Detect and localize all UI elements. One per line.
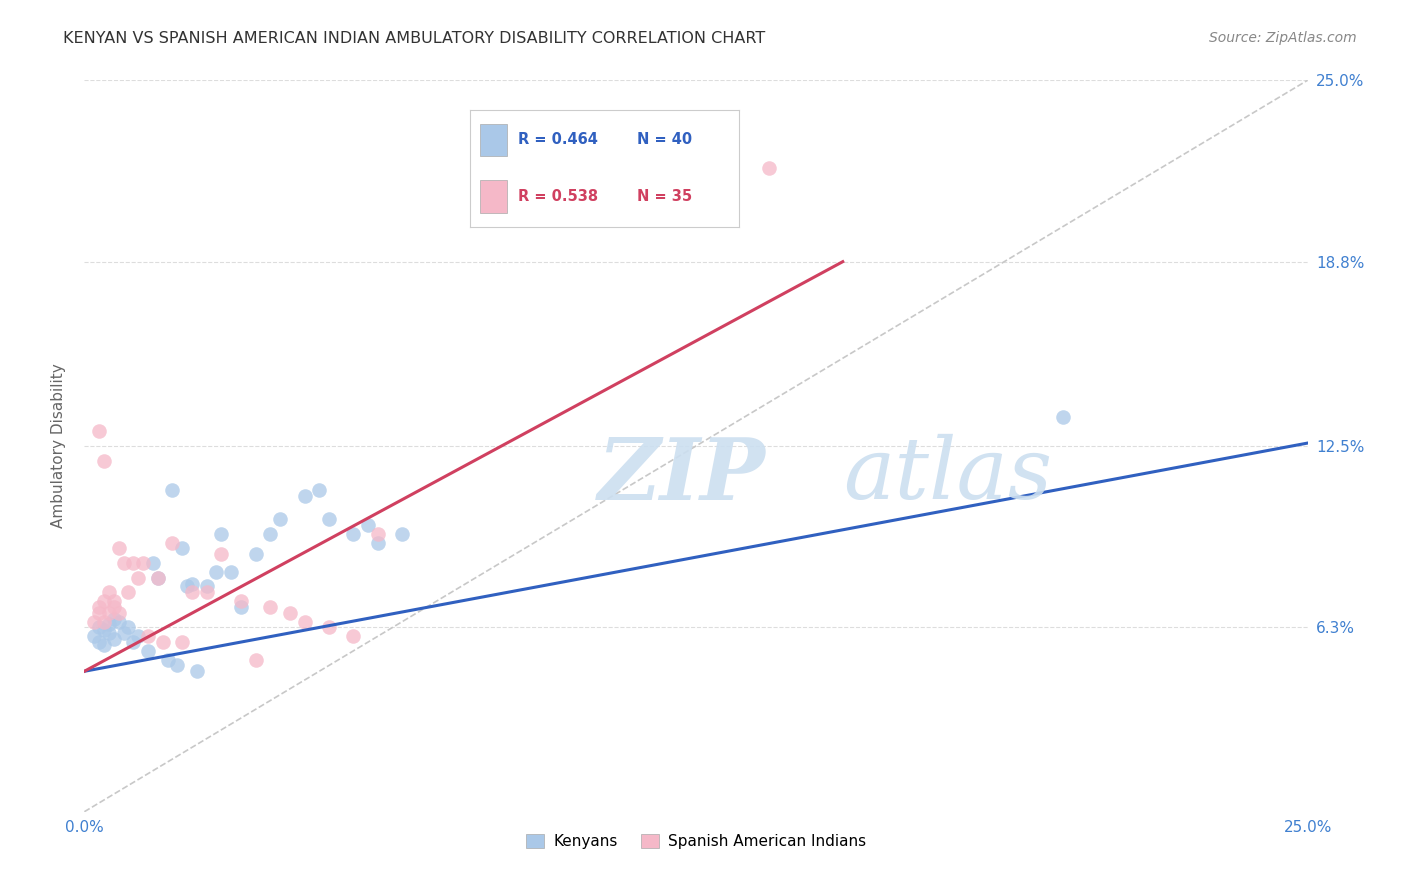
Point	[318, 512, 340, 526]
Point	[391, 526, 413, 541]
Point	[136, 629, 159, 643]
Point	[87, 620, 110, 634]
Point	[103, 612, 125, 626]
Point	[127, 629, 149, 643]
Point	[97, 617, 120, 632]
Point	[107, 615, 129, 629]
Point	[117, 620, 139, 634]
Point	[112, 626, 135, 640]
Text: Source: ZipAtlas.com: Source: ZipAtlas.com	[1209, 31, 1357, 45]
Point	[162, 483, 184, 497]
Point	[87, 635, 110, 649]
Text: ZIP: ZIP	[598, 434, 766, 517]
Point	[181, 576, 204, 591]
Point	[245, 652, 267, 666]
Point	[758, 161, 780, 175]
Point	[294, 489, 316, 503]
Point	[122, 635, 145, 649]
Point	[127, 571, 149, 585]
Point	[136, 644, 159, 658]
Point	[294, 615, 316, 629]
Point	[103, 594, 125, 608]
Point	[308, 483, 330, 497]
Text: KENYAN VS SPANISH AMERICAN INDIAN AMBULATORY DISABILITY CORRELATION CHART: KENYAN VS SPANISH AMERICAN INDIAN AMBULA…	[63, 31, 765, 46]
Point	[229, 599, 252, 614]
Point	[97, 626, 120, 640]
Point	[176, 579, 198, 593]
Point	[259, 526, 281, 541]
Point	[117, 585, 139, 599]
Point	[166, 658, 188, 673]
Y-axis label: Ambulatory Disability: Ambulatory Disability	[51, 364, 66, 528]
Point	[83, 615, 105, 629]
Point	[87, 599, 110, 614]
Point	[367, 526, 389, 541]
Point	[367, 535, 389, 549]
Point	[87, 425, 110, 439]
Point	[97, 606, 120, 620]
Point	[103, 632, 125, 646]
Point	[186, 665, 208, 679]
Point	[318, 620, 340, 634]
Point	[209, 547, 232, 561]
Point	[146, 571, 169, 585]
Point	[259, 599, 281, 614]
Point	[278, 606, 301, 620]
Point	[342, 526, 364, 541]
Point	[112, 556, 135, 570]
Point	[357, 518, 380, 533]
Point	[93, 638, 115, 652]
Point	[122, 556, 145, 570]
Point	[342, 629, 364, 643]
Point	[219, 565, 242, 579]
Point	[132, 556, 155, 570]
Point	[142, 556, 165, 570]
Point	[269, 512, 291, 526]
Point	[172, 541, 194, 556]
Point	[93, 624, 115, 638]
Point	[156, 652, 179, 666]
Point	[97, 585, 120, 599]
Point	[107, 541, 129, 556]
Point	[93, 594, 115, 608]
Point	[209, 526, 232, 541]
Point	[107, 606, 129, 620]
Point	[1052, 409, 1074, 424]
Point	[229, 594, 252, 608]
Point	[146, 571, 169, 585]
Point	[195, 579, 218, 593]
Legend: Kenyans, Spanish American Indians: Kenyans, Spanish American Indians	[520, 828, 872, 855]
Point	[152, 635, 174, 649]
Point	[93, 615, 115, 629]
Text: atlas: atlas	[842, 434, 1052, 516]
Point	[181, 585, 204, 599]
Point	[195, 585, 218, 599]
Point	[93, 453, 115, 467]
Point	[245, 547, 267, 561]
Point	[83, 629, 105, 643]
Point	[172, 635, 194, 649]
Point	[103, 599, 125, 614]
Point	[162, 535, 184, 549]
Point	[205, 565, 228, 579]
Point	[87, 606, 110, 620]
